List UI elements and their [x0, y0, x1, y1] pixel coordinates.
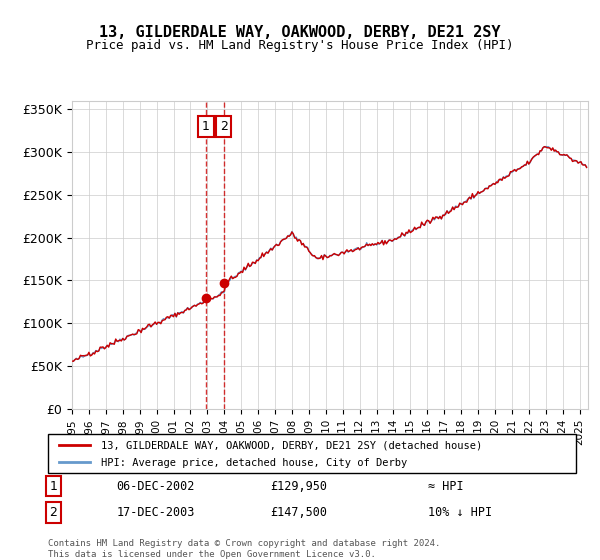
Text: 06-DEC-2002: 06-DEC-2002 — [116, 479, 195, 493]
Text: 1: 1 — [202, 120, 210, 133]
Text: 13, GILDERDALE WAY, OAKWOOD, DERBY, DE21 2SY: 13, GILDERDALE WAY, OAKWOOD, DERBY, DE21… — [99, 25, 501, 40]
FancyBboxPatch shape — [48, 434, 576, 473]
Text: 10% ↓ HPI: 10% ↓ HPI — [428, 506, 492, 519]
Text: 2: 2 — [220, 120, 227, 133]
Text: HPI: Average price, detached house, City of Derby: HPI: Average price, detached house, City… — [101, 458, 407, 468]
Text: £129,950: £129,950 — [270, 479, 327, 493]
Text: Price paid vs. HM Land Registry's House Price Index (HPI): Price paid vs. HM Land Registry's House … — [86, 39, 514, 52]
Text: 13, GILDERDALE WAY, OAKWOOD, DERBY, DE21 2SY (detached house): 13, GILDERDALE WAY, OAKWOOD, DERBY, DE21… — [101, 441, 482, 451]
Text: 17-DEC-2003: 17-DEC-2003 — [116, 506, 195, 519]
Text: 2: 2 — [49, 506, 57, 519]
Text: ≈ HPI: ≈ HPI — [428, 479, 464, 493]
Text: Contains HM Land Registry data © Crown copyright and database right 2024.: Contains HM Land Registry data © Crown c… — [48, 539, 440, 548]
Text: This data is licensed under the Open Government Licence v3.0.: This data is licensed under the Open Gov… — [48, 550, 376, 559]
Text: 1: 1 — [49, 479, 57, 493]
Text: £147,500: £147,500 — [270, 506, 327, 519]
